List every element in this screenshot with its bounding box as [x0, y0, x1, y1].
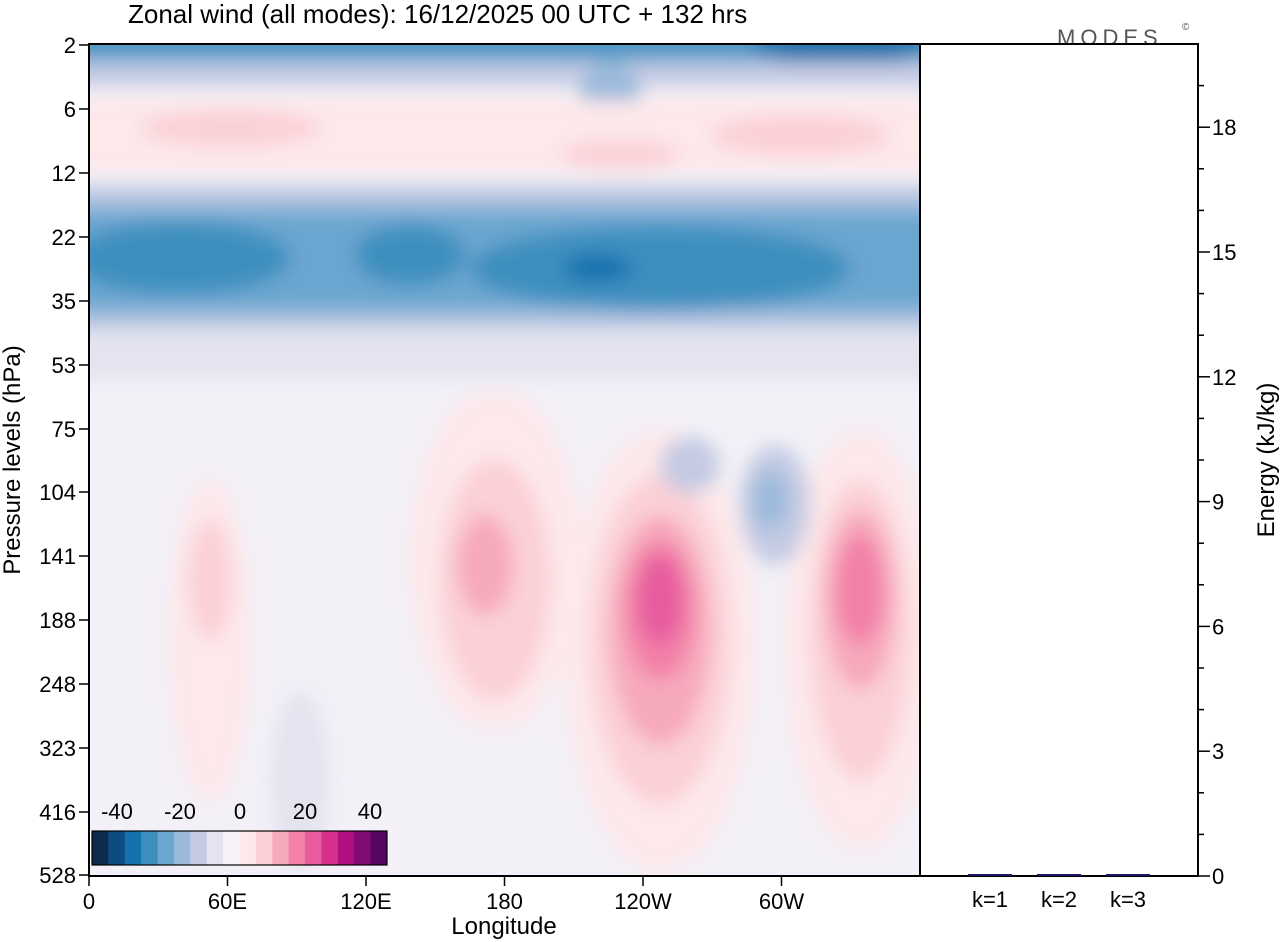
- colorbar-tick: 40: [358, 799, 382, 824]
- colorbar-swatch: [288, 831, 306, 865]
- colorbar-swatch: [255, 831, 273, 865]
- colorbar-swatch: [354, 831, 372, 865]
- longitude-axis: 0 60E 120E 180 120W 60W: [83, 876, 804, 914]
- colorbar-swatches: [92, 831, 388, 865]
- y-tick-label: 75: [52, 417, 76, 442]
- jet-b-max: [638, 556, 682, 644]
- energy-tick-label: 18: [1212, 115, 1236, 140]
- colorbar-tick: -40: [101, 799, 133, 824]
- energy-bar: [1106, 874, 1150, 876]
- energy-categories: k=1 k=2 k=3: [972, 887, 1146, 912]
- colorbar-swatch: [108, 831, 126, 865]
- y-tick-label: 248: [39, 672, 76, 697]
- y-tick-label: 35: [52, 289, 76, 314]
- y-tick-label: 141: [39, 544, 76, 569]
- x-tick-label: 120E: [340, 889, 391, 914]
- energy-tick-label: 9: [1212, 490, 1224, 515]
- easterly-core-2: [355, 225, 465, 285]
- easterly-patch-2-core: [752, 470, 788, 530]
- easterly-core-3: [470, 226, 850, 310]
- colorbar-tick: 0: [234, 799, 246, 824]
- y-tick-label: 12: [52, 161, 76, 186]
- easterly-core-1: [89, 222, 290, 294]
- westerly-patch-1: [140, 110, 320, 146]
- colorbar-swatch: [92, 831, 109, 865]
- colorbar-swatch: [190, 831, 208, 865]
- y-tick-label: 416: [39, 800, 76, 825]
- energy-axis-label: Energy (kJ/kg): [1253, 383, 1280, 538]
- energy-bars: [968, 874, 1150, 876]
- energy-category-label: k=1: [972, 887, 1008, 912]
- energy-category-label: k=3: [1110, 887, 1146, 912]
- energy-tick-label: 12: [1212, 365, 1236, 390]
- easterly-top-core: [89, 44, 920, 52]
- energy-category-label: k=2: [1041, 887, 1077, 912]
- energy-axis: 0 3 6 9 12 15 18: [1198, 84, 1236, 889]
- y-tick-label: 323: [39, 736, 76, 761]
- jet-d-core: [188, 520, 232, 640]
- y-axis-label: Pressure levels (hPa): [0, 345, 26, 574]
- easterly-patch-3: [270, 690, 330, 870]
- heatmap-area: [89, 44, 920, 876]
- energy-tick-label: 6: [1212, 614, 1224, 639]
- modes-logo: MODES: [1057, 25, 1163, 50]
- colorbar-swatch: [173, 831, 191, 865]
- westerly-patch-2: [710, 115, 890, 155]
- y-tick-label: 188: [39, 608, 76, 633]
- upper-transition: [89, 62, 920, 86]
- energy-tick-label: 0: [1212, 864, 1224, 889]
- colorbar-swatch: [370, 831, 388, 865]
- colorbar-swatch: [305, 831, 322, 865]
- colorbar-swatch: [239, 831, 257, 865]
- colorbar-swatch: [321, 831, 339, 865]
- y-tick-label: 6: [64, 97, 76, 122]
- y-tick-label: 22: [52, 225, 76, 250]
- colorbar-swatch: [206, 831, 224, 865]
- x-axis-label: Longitude: [451, 913, 556, 940]
- easterly-core-max: [563, 254, 633, 282]
- y-tick-label: 2: [64, 33, 76, 58]
- energy-panel-frame: [919, 43, 1199, 877]
- colorbar-tick: 20: [293, 799, 317, 824]
- x-tick-label: 60E: [208, 889, 247, 914]
- energy-tick-label: 15: [1212, 240, 1236, 265]
- x-tick-label: 180: [486, 889, 523, 914]
- lower-strat-transition: [89, 330, 920, 380]
- x-tick-label: 0: [83, 889, 95, 914]
- colorbar-frame: [91, 830, 388, 866]
- easterly-top-max: [750, 44, 920, 64]
- x-tick-label: 120W: [614, 889, 672, 914]
- energy-bar: [968, 874, 1012, 876]
- jet-c-core: [836, 535, 884, 645]
- pressure-axis: 2 6 12 22 35 53 75 104 141 188 248 323 4…: [39, 33, 89, 888]
- colorbar-swatch: [141, 831, 159, 865]
- colorbar-swatch: [337, 831, 355, 865]
- easterly-patch-1: [660, 437, 720, 493]
- chart-title: Zonal wind (all modes): 16/12/2025 00 UT…: [128, 0, 747, 29]
- y-tick-label: 53: [52, 353, 76, 378]
- y-tick-label: 528: [39, 863, 76, 888]
- colorbar-swatch: [223, 831, 240, 865]
- colorbar-swatch: [124, 831, 142, 865]
- modes-logo-mark: ©: [1182, 22, 1190, 33]
- jet-a-core: [457, 515, 513, 615]
- colorbar: -40 -20 0 20 40: [90, 799, 388, 866]
- westerly-patch-3: [560, 141, 680, 169]
- colorbar-swatch: [157, 831, 175, 865]
- energy-tick-label: 3: [1212, 739, 1224, 764]
- y-tick-label: 104: [39, 480, 76, 505]
- colorbar-swatch: [272, 831, 290, 865]
- energy-bar: [1037, 874, 1081, 876]
- colorbar-tick: -20: [164, 799, 196, 824]
- x-tick-label: 60W: [759, 889, 804, 914]
- wind-field: [89, 44, 920, 870]
